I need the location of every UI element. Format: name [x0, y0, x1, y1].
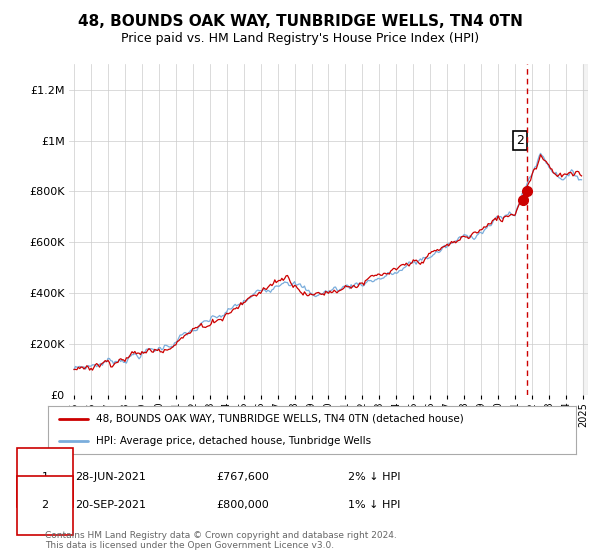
- Text: £800,000: £800,000: [216, 500, 269, 510]
- Text: Contains HM Land Registry data © Crown copyright and database right 2024.
This d: Contains HM Land Registry data © Crown c…: [45, 531, 397, 550]
- Text: 2: 2: [516, 134, 524, 147]
- Text: 48, BOUNDS OAK WAY, TUNBRIDGE WELLS, TN4 0TN (detached house): 48, BOUNDS OAK WAY, TUNBRIDGE WELLS, TN4…: [95, 414, 463, 424]
- Text: Price paid vs. HM Land Registry's House Price Index (HPI): Price paid vs. HM Land Registry's House …: [121, 32, 479, 45]
- Text: 2: 2: [41, 500, 49, 510]
- Text: £767,600: £767,600: [216, 472, 269, 482]
- Bar: [583, 64, 588, 395]
- Text: 1: 1: [41, 472, 49, 482]
- Text: 2% ↓ HPI: 2% ↓ HPI: [348, 472, 401, 482]
- Text: 28-JUN-2021: 28-JUN-2021: [75, 472, 146, 482]
- Text: 48, BOUNDS OAK WAY, TUNBRIDGE WELLS, TN4 0TN: 48, BOUNDS OAK WAY, TUNBRIDGE WELLS, TN4…: [77, 14, 523, 29]
- Text: 1% ↓ HPI: 1% ↓ HPI: [348, 500, 400, 510]
- Text: 20-SEP-2021: 20-SEP-2021: [75, 500, 146, 510]
- Text: HPI: Average price, detached house, Tunbridge Wells: HPI: Average price, detached house, Tunb…: [95, 436, 371, 446]
